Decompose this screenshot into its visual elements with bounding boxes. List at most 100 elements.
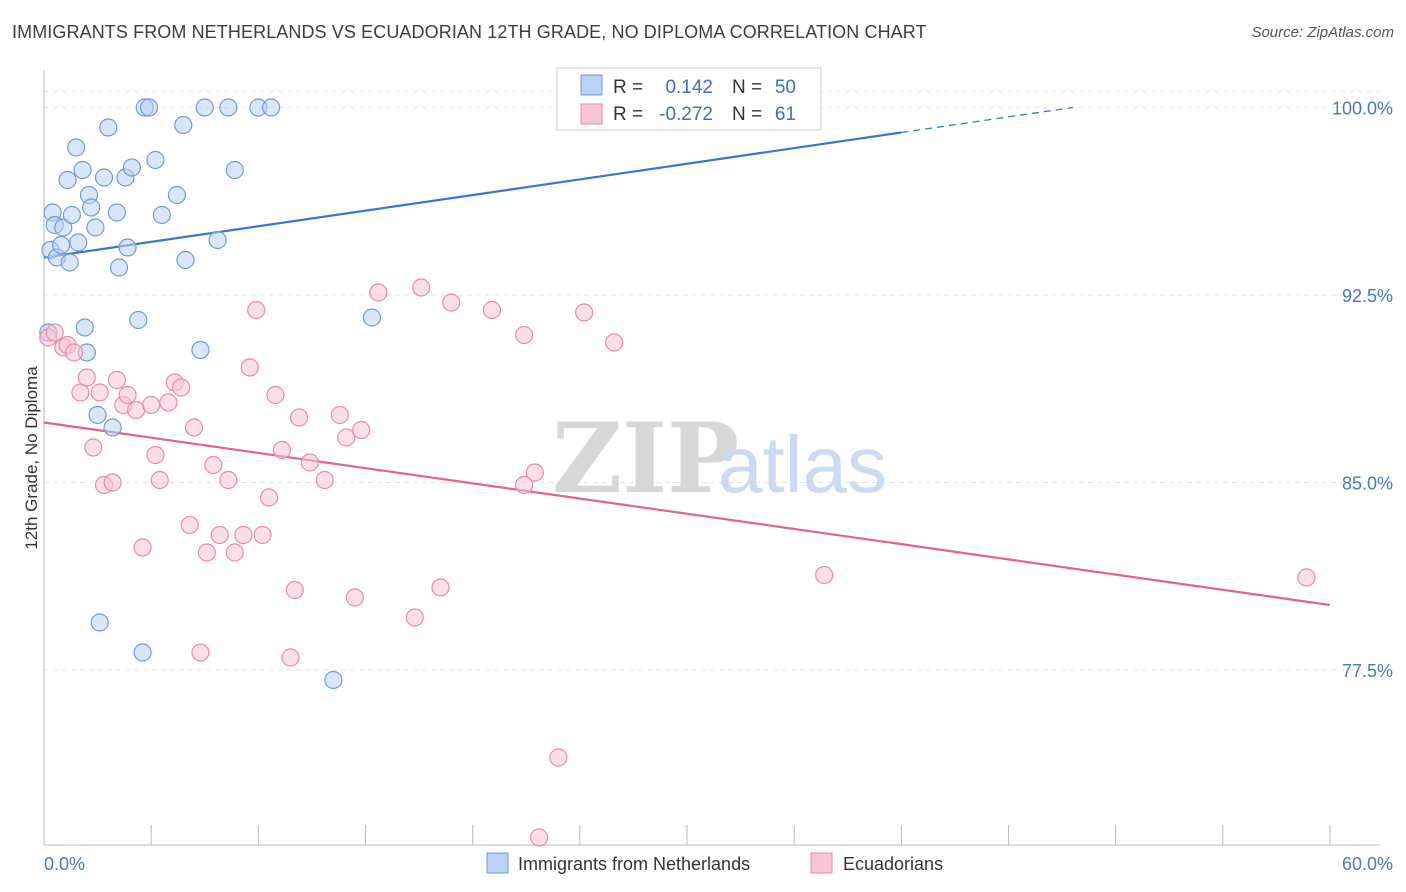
point-netherlands bbox=[219, 98, 238, 117]
point-ecuadorians bbox=[266, 385, 285, 405]
source-credit: Source: ZipAtlas.com bbox=[1251, 24, 1394, 41]
point-ecuadorians bbox=[442, 293, 461, 312]
point-ecuadorians bbox=[45, 323, 64, 342]
point-ecuadorians bbox=[64, 343, 84, 362]
point-netherlands bbox=[103, 418, 122, 437]
point-ecuadorians bbox=[219, 470, 238, 490]
stats-swatch-blue bbox=[580, 74, 603, 96]
point-ecuadorians bbox=[180, 515, 199, 535]
point-netherlands bbox=[167, 185, 186, 205]
point-ecuadorians bbox=[159, 393, 178, 412]
point-ecuadorians bbox=[133, 538, 152, 557]
point-ecuadorians bbox=[77, 368, 96, 387]
y-tick-label: 92.5% bbox=[1342, 286, 1393, 306]
point-ecuadorians bbox=[1297, 568, 1316, 587]
trend-line-ecuadorians bbox=[43, 421, 1331, 607]
point-ecuadorians bbox=[345, 588, 364, 607]
stats-swatch-pink bbox=[580, 103, 603, 125]
trend-line-netherlands-extension bbox=[901, 106, 1073, 134]
point-ecuadorians bbox=[337, 428, 356, 447]
point-netherlands bbox=[191, 340, 210, 360]
chart-title: IMMIGRANTS FROM NETHERLANDS VS ECUADORIA… bbox=[12, 22, 927, 42]
point-netherlands bbox=[99, 118, 118, 137]
trend-lines bbox=[43, 106, 1331, 607]
point-netherlands bbox=[118, 238, 137, 257]
data-points bbox=[39, 98, 1316, 847]
point-netherlands bbox=[90, 613, 109, 632]
point-netherlands bbox=[133, 643, 152, 662]
point-ecuadorians bbox=[146, 445, 165, 465]
point-ecuadorians bbox=[253, 525, 272, 545]
legend-swatch-ecuadorians bbox=[810, 852, 833, 874]
point-ecuadorians bbox=[240, 358, 259, 377]
point-ecuadorians bbox=[107, 370, 126, 390]
point-netherlands bbox=[107, 203, 126, 222]
point-ecuadorians bbox=[575, 303, 594, 322]
point-ecuadorians bbox=[289, 408, 309, 427]
stats-box: R = 0.142 N = 50 R = -0.272 N = 61 bbox=[556, 67, 822, 131]
point-ecuadorians bbox=[191, 643, 210, 662]
trend-line-netherlands bbox=[43, 131, 902, 259]
point-netherlands bbox=[262, 98, 281, 117]
point-ecuadorians bbox=[515, 325, 534, 345]
point-netherlands bbox=[62, 205, 81, 225]
point-ecuadorians bbox=[605, 333, 624, 352]
point-ecuadorians bbox=[142, 395, 161, 415]
legend-label-netherlands: Immigrants from Netherlands bbox=[518, 854, 750, 874]
point-netherlands bbox=[94, 168, 114, 187]
point-ecuadorians bbox=[204, 455, 223, 475]
x-tick-label-max: 60.0% bbox=[1342, 854, 1393, 874]
point-netherlands bbox=[152, 205, 171, 225]
watermark-zip: ZIP bbox=[552, 402, 739, 515]
point-ecuadorians bbox=[405, 608, 424, 627]
point-ecuadorians bbox=[197, 543, 216, 562]
stats-n-label-blue: N = bbox=[732, 77, 762, 98]
point-ecuadorians bbox=[172, 378, 191, 397]
axes bbox=[43, 70, 1380, 846]
y-axis-title: 12th Grade, No Diploma bbox=[22, 366, 41, 550]
point-ecuadorians bbox=[90, 383, 109, 402]
y-tick-labels: 77.5% 85.0% 92.5% 100.0% bbox=[1332, 99, 1393, 682]
point-ecuadorians bbox=[285, 580, 304, 600]
point-netherlands bbox=[122, 158, 141, 177]
point-netherlands bbox=[139, 98, 159, 117]
stats-n-value-pink: 61 bbox=[775, 104, 796, 125]
point-ecuadorians bbox=[281, 648, 300, 667]
point-ecuadorians bbox=[431, 578, 450, 597]
point-ecuadorians bbox=[352, 420, 371, 440]
legend-label-ecuadorians: Ecuadorians bbox=[843, 854, 943, 874]
point-ecuadorians bbox=[247, 300, 266, 320]
point-netherlands bbox=[69, 233, 88, 252]
point-ecuadorians bbox=[71, 383, 90, 402]
y-tick-label: 85.0% bbox=[1342, 474, 1393, 494]
point-netherlands bbox=[195, 98, 214, 117]
point-netherlands bbox=[174, 115, 193, 135]
y-tick-label: 100.0% bbox=[1332, 99, 1393, 119]
point-ecuadorians bbox=[210, 525, 229, 545]
point-ecuadorians bbox=[234, 525, 253, 545]
point-netherlands bbox=[146, 150, 165, 170]
stats-r-label-blue: R = bbox=[613, 77, 643, 98]
point-netherlands bbox=[176, 250, 195, 270]
point-netherlands bbox=[86, 218, 105, 237]
point-netherlands bbox=[75, 318, 94, 337]
stats-n-value-blue: 50 bbox=[775, 77, 796, 98]
y-tick-label: 77.5% bbox=[1342, 661, 1393, 681]
point-ecuadorians bbox=[815, 565, 834, 585]
point-netherlands bbox=[88, 405, 107, 425]
point-ecuadorians bbox=[369, 283, 388, 302]
watermark-atlas: atlas bbox=[718, 420, 887, 509]
point-netherlands bbox=[225, 160, 244, 180]
stats-r-value-pink: -0.272 bbox=[659, 104, 713, 125]
point-ecuadorians bbox=[315, 470, 334, 490]
watermark: ZIP atlas bbox=[552, 402, 887, 515]
point-ecuadorians bbox=[300, 453, 319, 472]
point-netherlands bbox=[324, 670, 343, 690]
legend-swatch-netherlands bbox=[486, 852, 509, 874]
point-ecuadorians bbox=[412, 278, 431, 297]
point-netherlands bbox=[67, 138, 86, 157]
point-ecuadorians bbox=[118, 385, 137, 405]
point-ecuadorians bbox=[525, 463, 544, 482]
point-netherlands bbox=[109, 258, 129, 277]
